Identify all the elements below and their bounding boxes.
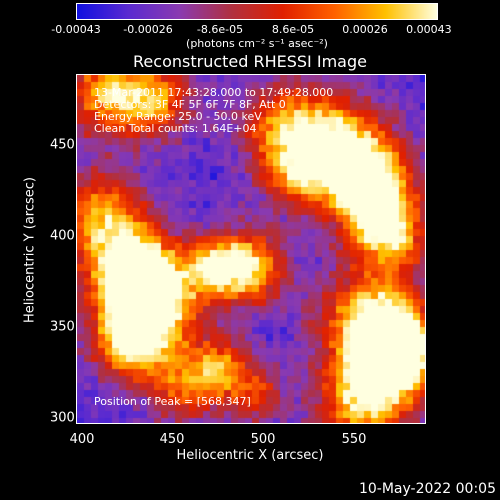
colorbar-tick: 8.6e-05 bbox=[271, 23, 315, 36]
x-tick: 550 bbox=[341, 432, 367, 447]
colorbar-units: (photons cm⁻² s⁻¹ asec⁻²) bbox=[186, 37, 328, 50]
info-time: 13-Mar-2011 17:43:28.000 to 17:49:28.000 bbox=[94, 86, 334, 99]
y-axis-label: Heliocentric Y (arcsec) bbox=[22, 177, 38, 323]
info-energy: Energy Range: 25.0 - 50.0 keV bbox=[94, 110, 262, 123]
colorbar-tick: 0.00026 bbox=[342, 23, 388, 36]
x-tick: 500 bbox=[250, 432, 276, 447]
colorbar-tick: -0.00026 bbox=[123, 23, 173, 36]
colorbar bbox=[76, 3, 438, 20]
y-tick: 400 bbox=[50, 228, 75, 244]
footer-date: 10-May-2022 00:05 bbox=[358, 481, 496, 497]
colorbar-tick: 0.00043 bbox=[406, 23, 452, 36]
y-tick: 350 bbox=[50, 319, 75, 335]
info-detectors: Detectors: 3F 4F 5F 6F 7F 8F, Att 0 bbox=[94, 98, 286, 111]
x-axis-label: Heliocentric X (arcsec) bbox=[176, 448, 324, 463]
y-tick: 300 bbox=[50, 410, 75, 426]
plot-title: Reconstructed RHESSI Image bbox=[133, 52, 367, 71]
colorbar-tick: -0.00043 bbox=[51, 23, 101, 36]
image-plot bbox=[76, 74, 426, 424]
info-clean: Clean Total counts: 1.64E+04 bbox=[94, 122, 257, 135]
intensity-map bbox=[77, 75, 425, 423]
colorbar-tick: -8.6e-05 bbox=[196, 23, 244, 36]
info-peak: Position of Peak = [568,347] bbox=[94, 395, 251, 408]
x-tick: 450 bbox=[159, 432, 185, 447]
x-tick: 400 bbox=[69, 432, 95, 447]
y-tick: 450 bbox=[50, 137, 75, 153]
